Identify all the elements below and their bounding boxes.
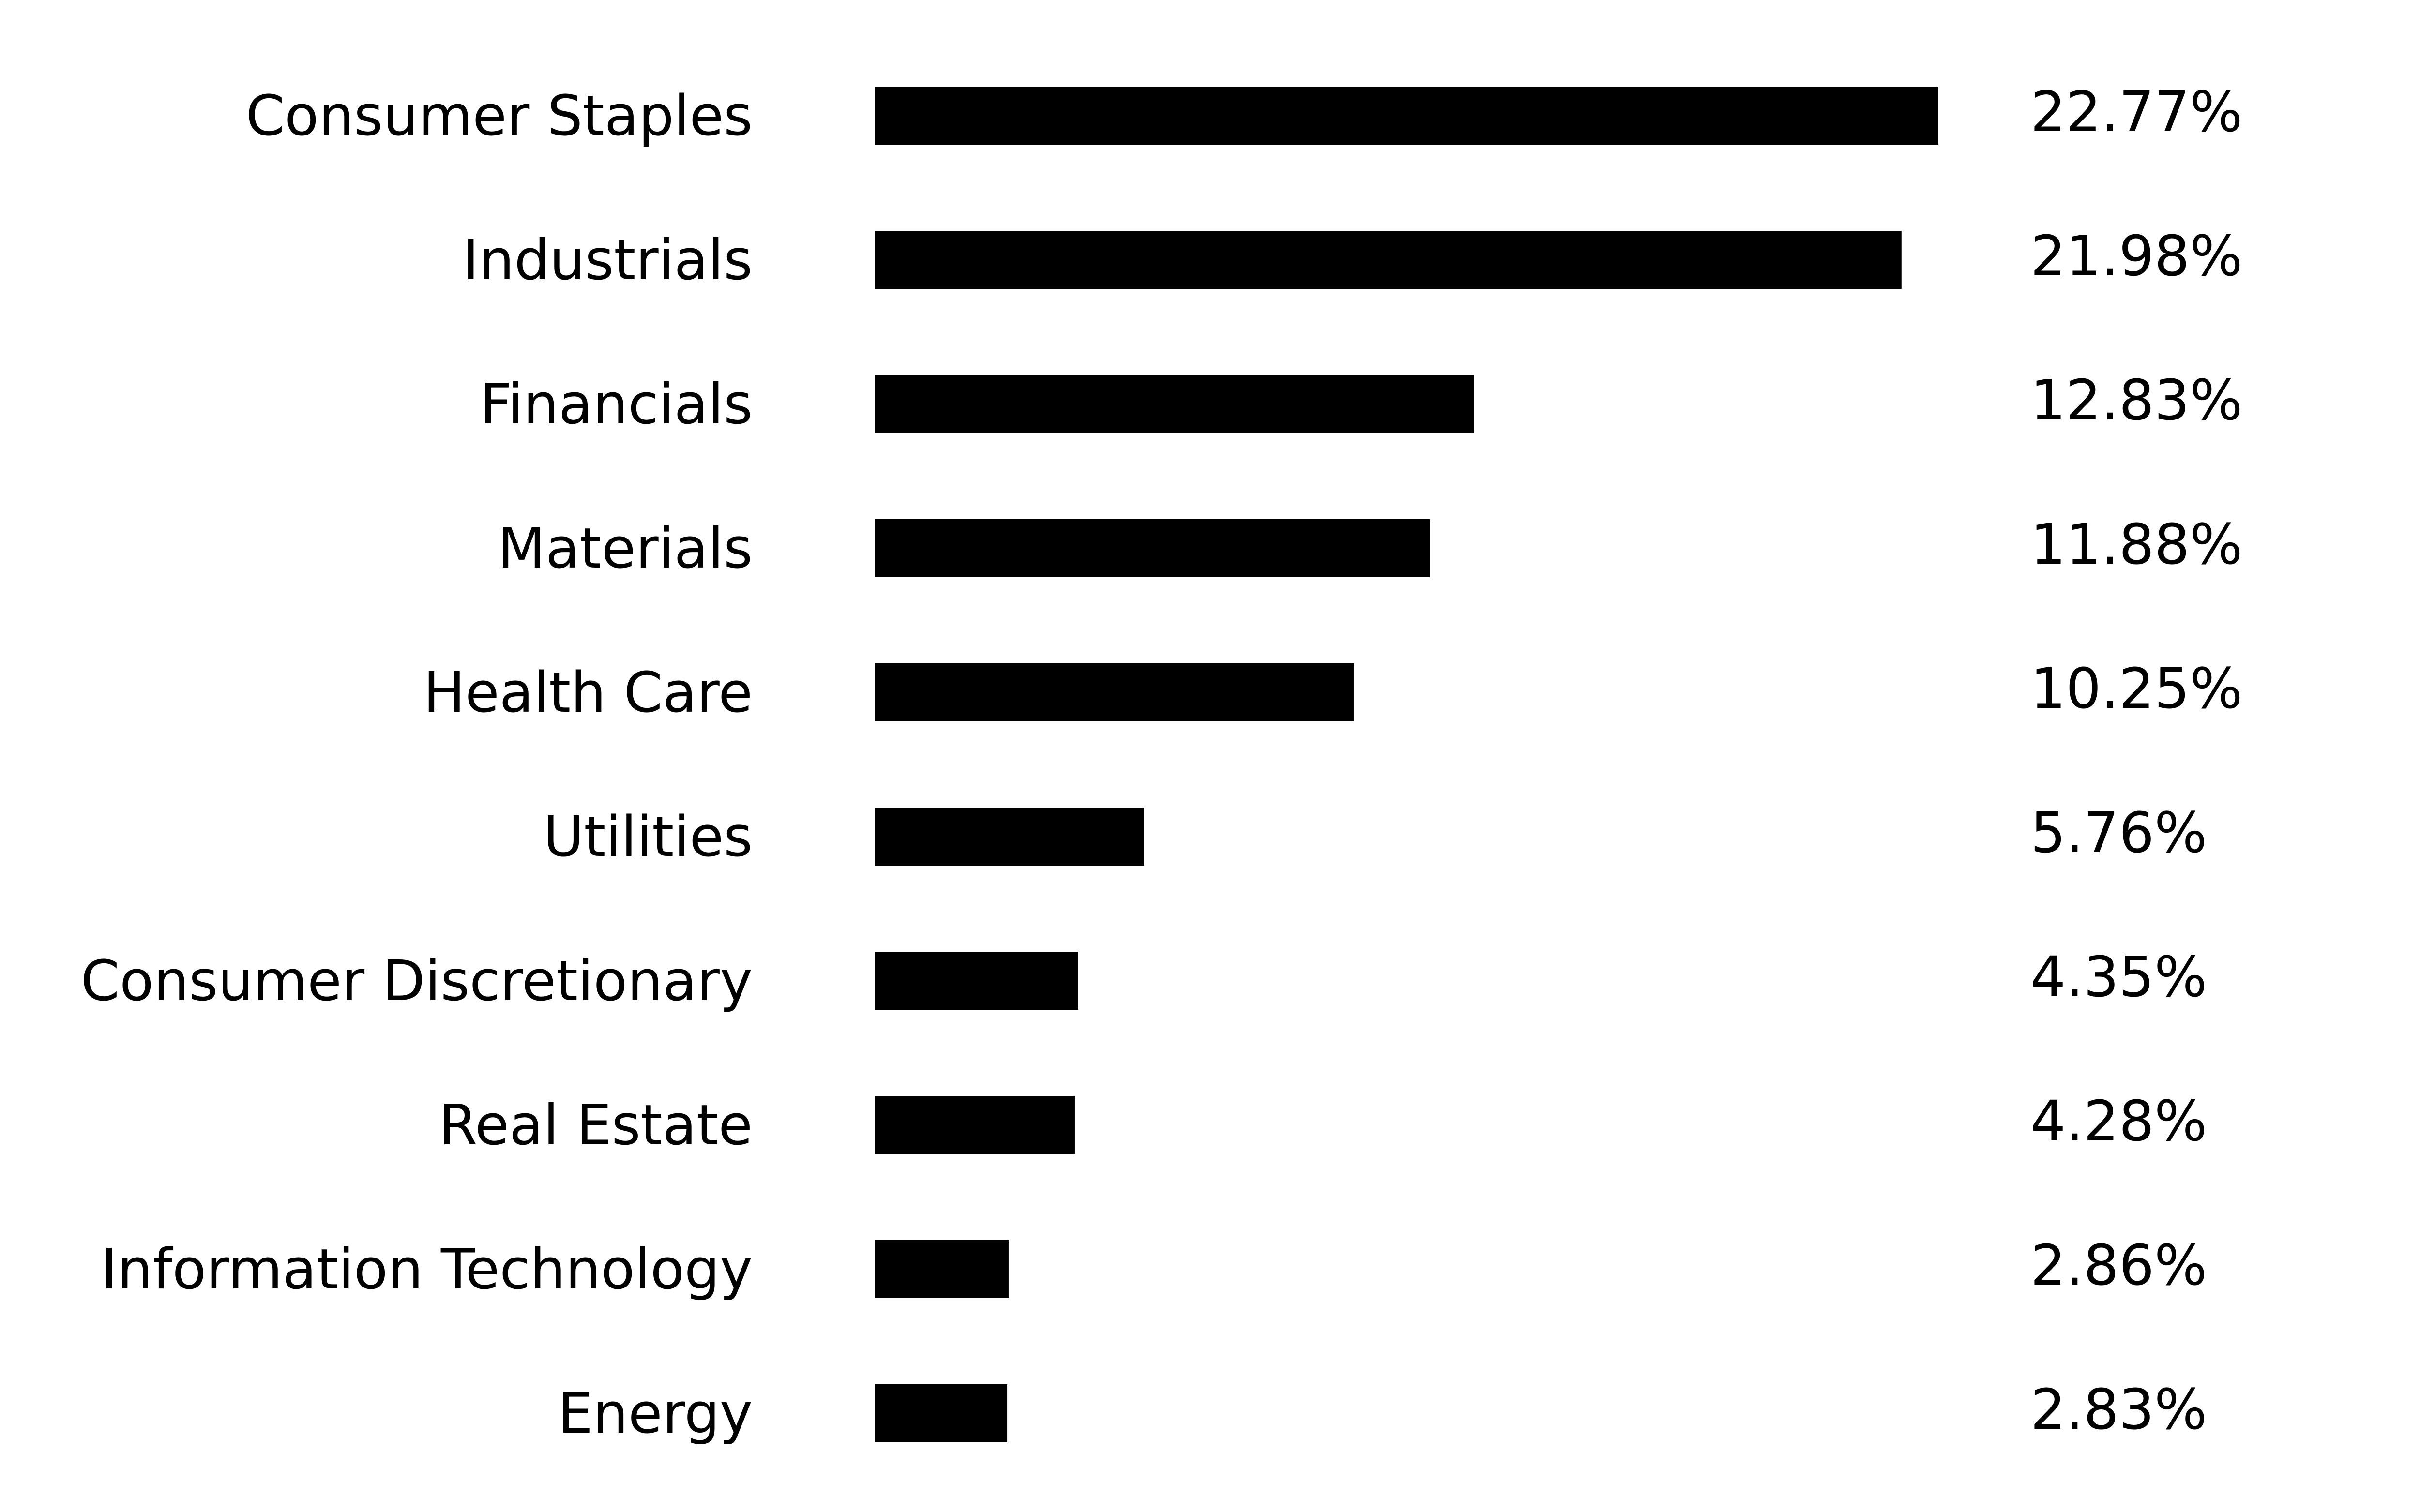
value-labels: 22.77% 21.98% 12.83% 11.88% 10.25% 5.76% 4.35%… [2030,80,2243,1442]
category-label-energy: Energy [558,1381,753,1446]
value-label-energy: 2.83% [2030,1377,2207,1442]
value-label-utilities: 5.76% [2030,801,2207,866]
value-label-financials: 12.83% [2030,368,2243,433]
value-label-health-care: 10.25% [2030,657,2243,721]
category-label-materials: Materials [498,516,753,581]
bar-real-estate [875,1096,1075,1154]
category-label-industrials: Industrials [463,228,753,293]
value-label-real-estate: 4.28% [2030,1089,2207,1154]
category-label-utilities: Utilities [543,805,753,869]
category-label-consumer-staples: Consumer Staples [246,84,753,149]
value-label-consumer-staples: 22.77% [2030,80,2243,145]
bar-energy [875,1384,1008,1442]
bar-materials [875,519,1430,577]
value-label-information-technology: 2.86% [2030,1233,2207,1298]
bar-consumer-staples [875,87,1938,145]
bar-information-technology [875,1240,1009,1298]
bar-health-care [875,663,1354,721]
category-label-information-technology: Information Technology [101,1237,753,1302]
category-labels: Consumer Staples Industrials Financials Mat… [81,84,753,1446]
category-label-financials: Financials [480,372,753,437]
category-label-real-estate: Real Estate [439,1093,753,1158]
value-label-consumer-discretionary: 4.35% [2030,945,2207,1010]
value-label-materials: 11.88% [2030,512,2243,577]
category-label-health-care: Health Care [424,660,753,725]
value-label-industrials: 21.98% [2030,224,2243,289]
bar-financials [875,375,1474,433]
bar-utilities [875,808,1144,866]
bar-consumer-discretionary [875,952,1078,1010]
category-label-consumer-discretionary: Consumer Discretionary [81,949,753,1014]
bar-industrials [875,231,1902,289]
bars [875,87,1938,1442]
